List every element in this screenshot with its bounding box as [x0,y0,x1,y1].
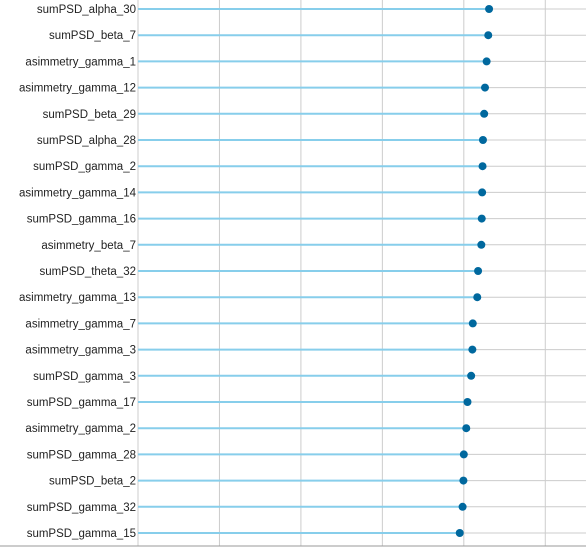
lollipop-marker [458,502,467,511]
lollipop-marker [478,188,487,197]
y-tick-label: asimmetry_beta_7 [41,240,136,252]
y-tick-label: asimmetry_gamma_1 [25,56,136,68]
lollipop-marker [478,136,487,144]
y-tick-label: sumPSD_gamma_15 [27,528,136,540]
lollipop-marker [473,293,482,302]
y-tick-label: sumPSD_gamma_28 [27,449,136,461]
lollipop-marker [455,529,464,537]
y-tick-label: sumPSD_gamma_32 [27,502,136,514]
lollipop-marker [474,267,483,275]
lollipop-marker [463,398,472,406]
lollipop-marker [468,345,477,354]
y-tick-label: sumPSD_theta_32 [39,266,136,278]
lollipop-marker [462,424,471,433]
lollipop-marker [477,214,486,223]
y-tick-label: sumPSD_alpha_30 [37,4,136,16]
lollipop-marker [468,319,477,328]
lollipop-marker [480,109,489,118]
lollipop-marker [467,371,476,380]
y-tick-labels: sumPSD_alpha_30 sumPSD_beta_7 asimmetry_ga… [19,4,137,540]
lollipop-marker [480,83,489,92]
lollipop-marker [477,240,486,249]
y-tick-label: asimmetry_gamma_13 [19,292,136,304]
lollipop-marker [482,57,491,66]
lollipop-marker [459,450,468,459]
y-tick-label: sumPSD_beta_2 [49,476,136,488]
lollipop-marker [478,162,487,171]
y-tick-label: asimmetry_gamma_7 [25,318,136,330]
lollipop-stems [138,8,490,534]
y-tick-label: sumPSD_beta_29 [43,109,136,121]
y-tick-label: asimmetry_gamma_3 [25,345,136,357]
y-tick-label: sumPSD_gamma_17 [27,397,136,409]
lollipop-marker [484,31,493,40]
y-tick-label: sumPSD_gamma_2 [33,161,136,173]
lollipop-markers [455,5,494,537]
y-tick-label: asimmetry_gamma_14 [19,187,137,199]
lollipop-marker [459,476,468,485]
y-tick-label: sumPSD_gamma_16 [27,214,136,226]
y-tick-label: asimmetry_gamma_2 [25,423,136,435]
lollipop-marker [485,5,494,13]
y-tick-label: sumPSD_alpha_28 [37,135,136,147]
y-tick-label: sumPSD_gamma_3 [33,371,136,383]
y-tick-label: asimmetry_gamma_12 [19,83,136,95]
y-tick-label: sumPSD_beta_7 [49,30,136,42]
